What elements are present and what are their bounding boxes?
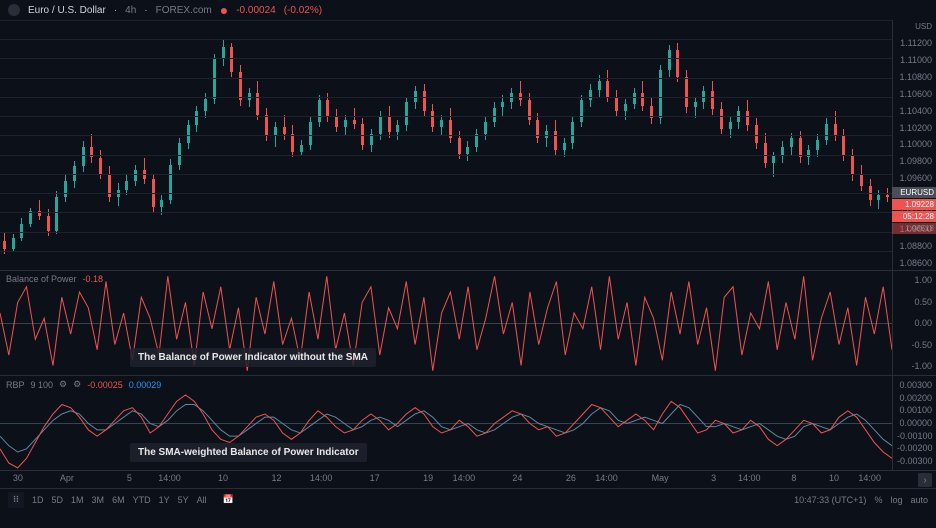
price-tag: EURUSD	[892, 187, 936, 198]
y-tick: -0.00100	[897, 431, 932, 441]
bop-indicator[interactable]: Balance of Power -0.18 The Balance of Po…	[0, 270, 936, 375]
x-tick: 30	[13, 473, 23, 483]
y-tick: 1.10000	[897, 139, 932, 149]
x-tick: 8	[791, 473, 796, 483]
pct-button[interactable]: %	[874, 495, 882, 505]
clock-label[interactable]: 10:47:33 (UTC+1)	[794, 495, 866, 505]
y-tick: 0.00200	[897, 393, 932, 403]
x-tick: 5	[127, 473, 132, 483]
y-tick: -0.00300	[897, 456, 932, 466]
status-dot: ●	[220, 6, 228, 14]
x-tick: 14:00	[453, 473, 476, 483]
bop-value: -0.18	[83, 274, 104, 284]
rbp-header: RBP 9 100 ⚙ ⚙ -0.00025 0.00029	[6, 379, 161, 390]
rbp-indicator[interactable]: RBP 9 100 ⚙ ⚙ -0.00025 0.00029 The SMA-w…	[0, 375, 936, 470]
y-unit: USD	[897, 22, 932, 31]
rbp-y-axis[interactable]: 0.00300 0.00200 0.00100 0.00000 -0.00100 -0.0…	[892, 376, 936, 470]
y-tick: 1.00	[897, 275, 932, 285]
dot-sep: ·	[144, 5, 147, 16]
x-tick: 12	[272, 473, 282, 483]
y-tick: 0.00100	[897, 405, 932, 415]
bop-name[interactable]: Balance of Power	[6, 274, 77, 284]
y-tick: 1.08600	[897, 258, 932, 268]
x-tick: 10	[218, 473, 228, 483]
x-tick: 24	[512, 473, 522, 483]
price-tag: 1.08518	[892, 223, 936, 234]
x-tick: 17	[370, 473, 380, 483]
y-tick: 1.11000	[897, 55, 932, 65]
x-tick: 10	[829, 473, 839, 483]
y-tick: 1.10800	[897, 72, 932, 82]
y-tick: 1.09600	[897, 173, 932, 183]
calendar-icon[interactable]: 📅	[223, 494, 234, 505]
timeframe-label[interactable]: 4h	[125, 5, 136, 16]
bop-header: Balance of Power -0.18	[6, 274, 103, 284]
x-tick: 14:00	[310, 473, 333, 483]
footer-toolbar: ⁝⁝ 1D 5D 1M 3M 6M YTD 1Y 5Y All 📅 10:47:33 (UTC+…	[0, 488, 936, 510]
y-tick: 0.50	[897, 297, 932, 307]
change-abs: -0.00024	[236, 5, 275, 16]
rbp-name[interactable]: RBP	[6, 380, 25, 390]
log-button[interactable]: log	[890, 495, 902, 505]
y-tick: 1.10200	[897, 123, 932, 133]
source-label: FOREX.com	[156, 5, 212, 16]
dot-sep: ·	[114, 5, 117, 16]
chevron-right-icon: ›	[923, 475, 926, 486]
price-tag: 05:12:28	[892, 211, 936, 222]
x-tick: 19	[423, 473, 433, 483]
time-axis[interactable]: › 30 Apr 5 14:00 10 12 14:00 17 19 14:00 24 26 14:00…	[0, 470, 936, 488]
price-chart[interactable]: USD 1.11200 1.11000 1.10800 1.10600 1.10400 1…	[0, 20, 936, 270]
y-tick: -0.00200	[897, 443, 932, 453]
auto-button[interactable]: auto	[910, 495, 928, 505]
y-tick: 1.09800	[897, 156, 932, 166]
y-tick: 1.11200	[897, 38, 932, 48]
gear-icon[interactable]: ⚙	[59, 379, 67, 390]
y-tick: 1.08800	[897, 241, 932, 251]
bop-y-axis[interactable]: 1.00 0.50 0.00 -0.50 -1.00	[892, 271, 936, 375]
y-tick: 1.10600	[897, 89, 932, 99]
y-tick: 0.00300	[897, 380, 932, 390]
y-tick: -1.00	[897, 361, 932, 371]
tradingview-logo[interactable]: ⁝⁝	[8, 492, 24, 508]
timeframe-button[interactable]: 6M	[112, 495, 125, 505]
rbp-annotation: The SMA-weighted Balance of Power Indica…	[130, 443, 367, 462]
x-tick: 26	[566, 473, 576, 483]
x-tick: Apr	[60, 473, 74, 483]
change-pct: (-0.02%)	[284, 5, 322, 16]
rbp-val2: 0.00029	[129, 380, 162, 390]
y-tick: 0.00000	[897, 418, 932, 428]
symbol-icon	[8, 4, 20, 16]
price-tag: 1.09228	[892, 199, 936, 210]
x-tick: May	[652, 473, 669, 483]
chart-header: Euro / U.S. Dollar · 4h · FOREX.com ● -0…	[0, 0, 936, 20]
scroll-right-button[interactable]: ›	[918, 473, 932, 487]
timeframe-button[interactable]: 5Y	[178, 495, 189, 505]
x-tick: 14:00	[158, 473, 181, 483]
bop-annotation: The Balance of Power Indicator without t…	[130, 348, 376, 367]
timeframe-button[interactable]: 3M	[92, 495, 105, 505]
timeframe-button[interactable]: 5D	[52, 495, 64, 505]
timeframe-button[interactable]: All	[197, 495, 207, 505]
x-tick: 14:00	[595, 473, 618, 483]
x-tick: 14:00	[738, 473, 761, 483]
y-tick: -0.50	[897, 340, 932, 350]
y-tick: 1.10400	[897, 106, 932, 116]
x-tick: 3	[711, 473, 716, 483]
timeframe-button[interactable]: YTD	[133, 495, 151, 505]
gear-icon[interactable]: ⚙	[73, 379, 81, 390]
rbp-params: 9 100	[31, 380, 54, 390]
price-y-axis[interactable]: USD 1.11200 1.11000 1.10800 1.10600 1.10400 1…	[892, 20, 936, 270]
timeframe-button[interactable]: 1M	[71, 495, 84, 505]
timeframe-button[interactable]: 1Y	[159, 495, 170, 505]
rbp-val1: -0.00025	[87, 380, 123, 390]
symbol-title[interactable]: Euro / U.S. Dollar	[28, 5, 106, 16]
timeframe-button[interactable]: 1D	[32, 495, 44, 505]
x-tick: 14:00	[858, 473, 881, 483]
y-tick: 0.00	[897, 318, 932, 328]
